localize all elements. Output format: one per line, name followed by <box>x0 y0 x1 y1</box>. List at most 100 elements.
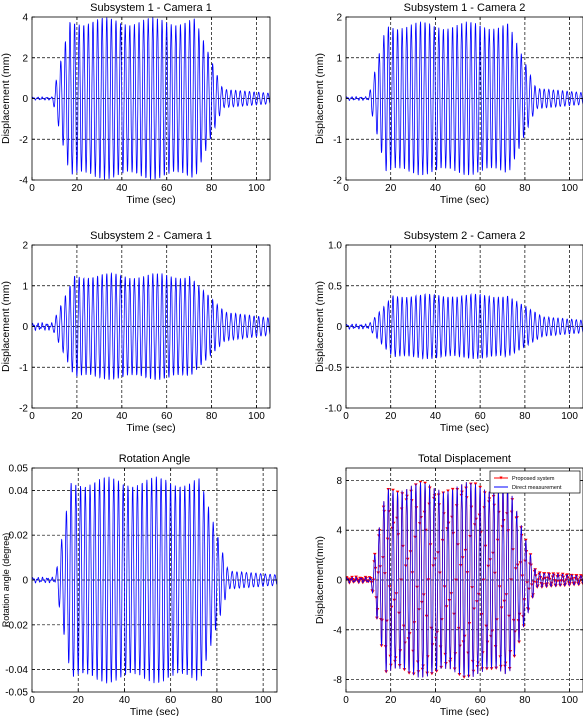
rotation-series-line <box>32 476 277 684</box>
total-xtick-label: 100 <box>561 695 578 706</box>
rotation-xtick-label: 80 <box>211 695 223 706</box>
s1c1-xtick-label: 60 <box>161 183 173 194</box>
s1c2-xtick-label: 40 <box>430 183 442 194</box>
s1c2-ytick-label: 2 <box>336 13 342 24</box>
total-xtick-label: 20 <box>385 695 397 706</box>
s1c2-xtick-label: 0 <box>343 183 349 194</box>
legend-label-proposed: Proposed system <box>512 476 555 482</box>
s1c2-chart: 0 20 40 60 80 100 2 1 0 -1 -2 Subsystem 1 - Camera … <box>314 2 583 206</box>
rotation-xtick-label: 0 <box>29 695 35 706</box>
s2c1-chart: 0 20 40 60 80 100 2 1 0 -1 -2 Subsystem 2 - Camera … <box>0 230 271 434</box>
s1c1-xlabel: Time (sec) <box>126 194 175 206</box>
total-marker <box>402 668 407 672</box>
s1c2-xlabel: Time (sec) <box>440 194 489 206</box>
s2c2-title: Subsystem 2 - Camera 2 <box>404 230 526 242</box>
s1c1-xtick-label: 0 <box>29 183 35 194</box>
total-ytick-label: -8 <box>333 675 342 686</box>
rotation-ytick-label: 0 <box>22 576 28 587</box>
s2c1-xtick-label: 0 <box>29 411 35 422</box>
rotation-chart: 0 20 40 60 80 100 0.05 0.04 0.02 0 -0.02 -0.04 -0.05… <box>1 453 278 716</box>
total-marker <box>485 667 489 671</box>
s1c1-xtick-label: 80 <box>206 183 218 194</box>
rotation-ytick-label: -0.05 <box>5 688 28 699</box>
s2c1-series-line <box>32 271 270 380</box>
s2c1-xtick-label: 20 <box>71 411 83 422</box>
total-marker <box>379 644 384 648</box>
total-marker <box>434 669 439 673</box>
s1c2-ytick-label: -2 <box>333 176 342 187</box>
s1c2-xtick-label: 80 <box>519 183 531 194</box>
total-marker <box>407 671 411 675</box>
total-xtick-label: 0 <box>343 695 349 706</box>
s2c2-xtick-label: 0 <box>343 411 349 422</box>
total-ytick-label: 8 <box>336 476 342 487</box>
s2c2-xtick-label: 60 <box>475 411 487 422</box>
s1c2-ylabel: Displacement (mm) <box>314 53 326 144</box>
s2c1-ylabel: Displacement (mm) <box>0 281 12 372</box>
s1c1-ytick-label: -2 <box>19 135 28 146</box>
total-series-direct-line <box>346 482 583 678</box>
s2c1-ytick-label: 2 <box>22 241 28 252</box>
s2c2-xtick-label: 20 <box>385 411 397 422</box>
rotation-xtick-label: 100 <box>255 695 272 706</box>
total-marker <box>517 640 521 644</box>
s1c1-ytick-label: -4 <box>19 176 28 187</box>
s2c1-ytick-label: -2 <box>19 404 28 415</box>
s1c2-series-line <box>346 21 583 176</box>
total-xtick-label: 60 <box>475 695 487 706</box>
s1c2-ytick-label: 1 <box>336 53 342 64</box>
rotation-xtick-label: 60 <box>165 695 177 706</box>
total-xlabel: Time (sec) <box>440 706 489 716</box>
rotation-ytick-label: 0.04 <box>9 486 29 497</box>
s1c1-xtick-label: 40 <box>116 183 128 194</box>
s1c1-title: Subsystem 1 - Camera 1 <box>90 2 212 14</box>
s1c2-title: Subsystem 1 - Camera 2 <box>404 2 526 14</box>
s1c1-ytick-label: 2 <box>22 53 28 64</box>
s2c1-ytick-label: 0 <box>22 322 28 333</box>
s1c1-xtick-label: 20 <box>71 183 83 194</box>
s2c2-ytick-label: 1.0 <box>328 241 342 252</box>
legend-label-direct: Direct measurement <box>512 485 562 491</box>
total-xtick-label: 40 <box>430 695 442 706</box>
total-legend: Proposed system Direct measurement <box>489 470 581 494</box>
s2c1-xtick-label: 100 <box>248 411 265 422</box>
rotation-ytick-label: -0.02 <box>5 620 28 631</box>
total-xtick-label: 80 <box>519 695 531 706</box>
s1c2-ytick-label: 0 <box>336 94 342 105</box>
s2c1-xtick-label: 60 <box>161 411 173 422</box>
total-title: Total Displacement <box>418 453 511 465</box>
total-chart: Proposed system Direct measurement 0 20 40 60… <box>314 453 583 716</box>
rotation-xtick-label: 40 <box>119 695 131 706</box>
s1c1-ytick-label: 4 <box>22 13 28 24</box>
s1c1-xtick-label: 100 <box>248 183 265 194</box>
total-marker <box>462 675 466 679</box>
s2c1-xlabel: Time (sec) <box>126 422 175 434</box>
total-ytick-label: 0 <box>336 576 342 587</box>
s1c1-series-line <box>32 17 270 180</box>
s2c2-xlabel: Time (sec) <box>440 422 489 434</box>
s1c2-ytick-label: -1 <box>333 135 342 146</box>
s2c1-xtick-label: 80 <box>206 411 218 422</box>
total-marker <box>430 672 434 676</box>
s2c1-ytick-label: -1 <box>19 363 28 374</box>
s2c1-ytick-label: 1 <box>22 281 28 292</box>
rotation-title: Rotation Angle <box>119 453 191 465</box>
s1c2-xtick-label: 20 <box>385 183 397 194</box>
rotation-ylabel: Rotation angle (degree) <box>1 533 11 628</box>
s2c1-xtick-label: 40 <box>116 411 128 422</box>
s2c2-xtick-label: 100 <box>561 411 578 422</box>
s1c1-ylabel: Displacement (mm) <box>0 53 12 144</box>
s2c2-chart: 0 20 40 60 80 100 1.0 0.5 0 -0.5 -1.0 Subsystem 2 -… <box>314 230 583 434</box>
rotation-xlabel: Time (sec) <box>130 706 179 716</box>
s1c1-ytick-label: 0 <box>22 94 28 105</box>
s2c2-ytick-label: -1.0 <box>325 404 343 415</box>
s2c2-ylabel: Displacement (mm) <box>314 281 326 372</box>
s2c2-series-line <box>346 293 583 360</box>
s1c2-xtick-label: 60 <box>475 183 487 194</box>
total-marker <box>457 673 462 677</box>
s2c2-xtick-label: 80 <box>519 411 531 422</box>
total-marker <box>512 654 517 658</box>
rotation-xtick-label: 20 <box>73 695 85 706</box>
